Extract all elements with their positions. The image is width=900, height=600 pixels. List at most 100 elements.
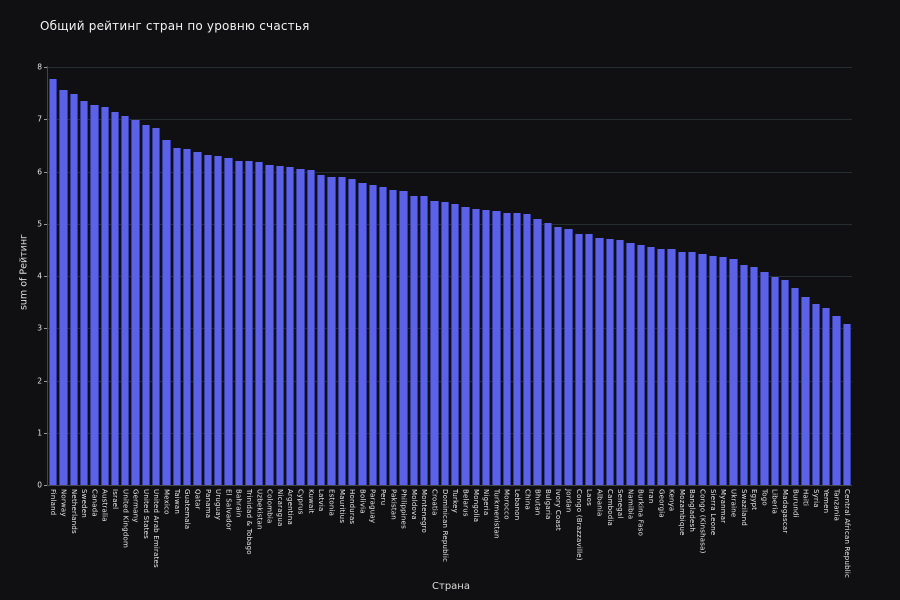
bar[interactable] <box>49 79 57 485</box>
bar[interactable] <box>544 223 552 485</box>
y-tick-label: 2 <box>26 376 42 385</box>
x-tick-label: Canada <box>90 489 97 517</box>
bar[interactable] <box>214 156 222 485</box>
x-tick-label: Mongolia <box>472 489 479 522</box>
bar[interactable] <box>657 249 665 485</box>
bar[interactable] <box>832 316 840 485</box>
bar[interactable] <box>801 297 809 485</box>
bar[interactable] <box>101 107 109 485</box>
x-tick-label: Cyprus <box>297 489 304 515</box>
x-tick-label: United Arab Emirates <box>152 489 159 568</box>
bar[interactable] <box>729 259 737 485</box>
bar[interactable] <box>740 265 748 485</box>
bar[interactable] <box>121 116 129 485</box>
bar[interactable] <box>193 152 201 485</box>
bar[interactable] <box>327 177 335 485</box>
x-tick-label: Yemen <box>822 489 829 513</box>
bar[interactable] <box>162 140 170 485</box>
bar[interactable] <box>771 277 779 485</box>
bar[interactable] <box>59 90 67 485</box>
bar[interactable] <box>420 196 428 485</box>
bar[interactable] <box>265 165 273 485</box>
bar[interactable] <box>276 166 284 485</box>
bar[interactable] <box>338 177 346 485</box>
x-tick-label: Netherlands <box>70 489 77 534</box>
bar[interactable] <box>492 211 500 485</box>
bar[interactable] <box>204 155 212 485</box>
x-tick-label: China <box>523 489 530 510</box>
x-tick-label: Georgia <box>657 489 664 518</box>
bar[interactable] <box>379 187 387 485</box>
bar[interactable] <box>575 234 583 485</box>
x-tick-label: Turkey <box>451 489 458 513</box>
bar[interactable] <box>317 175 325 485</box>
bar[interactable] <box>369 185 377 485</box>
bar[interactable] <box>296 169 304 485</box>
x-tick-label: Trinidad & Tobago <box>245 489 252 555</box>
bar[interactable] <box>822 308 830 485</box>
x-tick-label: Uruguay <box>214 489 221 520</box>
bar[interactable] <box>286 167 294 485</box>
bar[interactable] <box>399 191 407 485</box>
bar[interactable] <box>152 128 160 485</box>
bar[interactable] <box>410 196 418 485</box>
bar[interactable] <box>131 120 139 485</box>
bar[interactable] <box>564 229 572 485</box>
bar[interactable] <box>647 247 655 485</box>
bar[interactable] <box>472 209 480 485</box>
bar[interactable] <box>554 227 562 485</box>
bar[interactable] <box>513 213 521 485</box>
x-tick-label: Peru <box>379 489 386 505</box>
x-tick-label: Madagascar <box>781 489 788 533</box>
bar[interactable] <box>90 105 98 485</box>
bar[interactable] <box>307 170 315 485</box>
bar[interactable] <box>688 252 696 485</box>
bar[interactable] <box>698 254 706 485</box>
bar[interactable] <box>111 112 119 485</box>
bar[interactable] <box>750 267 758 485</box>
bar[interactable] <box>461 207 469 485</box>
bar[interactable] <box>451 204 459 485</box>
bar[interactable] <box>667 249 675 485</box>
x-tick-label: Congo (Kinshasa) <box>699 489 706 554</box>
bar[interactable] <box>358 183 366 485</box>
bar[interactable] <box>503 213 511 485</box>
bar[interactable] <box>709 256 717 485</box>
bar[interactable] <box>523 214 531 485</box>
y-tick-label: 4 <box>26 272 42 281</box>
y-tick-label: 6 <box>26 167 42 176</box>
bar[interactable] <box>389 190 397 485</box>
bar[interactable] <box>142 125 150 485</box>
bar[interactable] <box>80 101 88 485</box>
bar[interactable] <box>585 234 593 485</box>
bar[interactable] <box>637 245 645 485</box>
bar[interactable] <box>760 272 768 485</box>
bar[interactable] <box>678 252 686 485</box>
bar[interactable] <box>843 324 851 485</box>
bar[interactable] <box>173 148 181 485</box>
y-tick-label: 3 <box>26 324 42 333</box>
bar[interactable] <box>533 219 541 485</box>
bar[interactable] <box>348 179 356 485</box>
bar[interactable] <box>255 162 263 485</box>
bar[interactable] <box>606 239 614 485</box>
x-tick-label: Australia <box>101 489 108 522</box>
bar[interactable] <box>595 238 603 485</box>
bar[interactable] <box>430 201 438 485</box>
x-axis-spine <box>47 485 852 486</box>
bar[interactable] <box>441 202 449 485</box>
bar[interactable] <box>719 257 727 485</box>
bar[interactable] <box>245 161 253 485</box>
bar[interactable] <box>482 210 490 485</box>
bar[interactable] <box>224 158 232 485</box>
x-tick-label: Kenya <box>668 489 675 511</box>
bar[interactable] <box>626 243 634 485</box>
bar[interactable] <box>70 94 78 485</box>
bar[interactable] <box>781 280 789 486</box>
bar[interactable] <box>616 240 624 485</box>
bar[interactable] <box>812 304 820 485</box>
bar[interactable] <box>791 288 799 485</box>
bar[interactable] <box>183 149 191 485</box>
bar[interactable] <box>235 161 243 485</box>
x-tick-label: Norway <box>59 489 66 517</box>
